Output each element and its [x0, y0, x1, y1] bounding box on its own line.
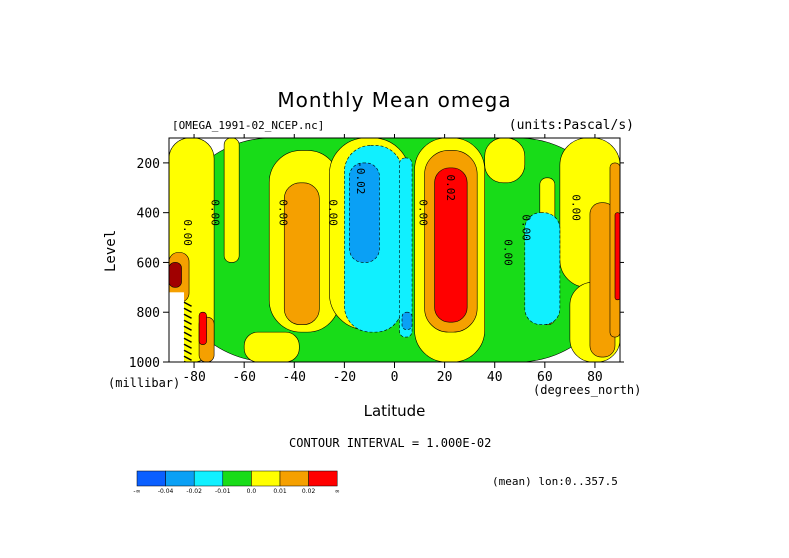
x-tick-label: 40 — [487, 370, 503, 385]
x-axis: -80 -60 -40 -20 0 20 40 60 80 — [182, 134, 603, 385]
contour-region-18 — [399, 157, 413, 338]
x-tick-label: -40 — [283, 370, 306, 385]
colorbar-label: 0.01 — [273, 488, 287, 495]
dense-contour-line — [183, 307, 192, 313]
contour-labels: 0.00 0.00 0.00 0.00 -0.02 0.00 0.02 0.00 0.00 0.0… — [181, 161, 582, 265]
colorbar-label: -0.01 — [215, 488, 231, 495]
contour-label: 0.00 — [569, 194, 582, 221]
contour-region-24 — [198, 311, 207, 345]
colorbar-label: -0.02 — [186, 488, 202, 495]
dense-contour-line — [183, 343, 192, 349]
mean-label: (mean) lon:0..357.5 — [492, 475, 618, 488]
colorbar-label: 0.02 — [302, 488, 316, 495]
contour-region-2 — [223, 138, 240, 263]
x-tick-label: 20 — [437, 370, 453, 385]
contour-label: 0.00 — [326, 199, 339, 226]
dense-contour-line — [183, 301, 192, 307]
dense-contour-line — [183, 325, 192, 331]
colorbar-swatch — [279, 470, 309, 487]
y-axis: 200 400 600 800 1000 — [129, 157, 624, 371]
contour-region-20 — [349, 162, 380, 263]
colorbar-swatch — [165, 470, 195, 487]
x-tick-label: -20 — [333, 370, 356, 385]
x-tick-label: -80 — [182, 370, 205, 385]
colorbar-swatch — [251, 470, 281, 487]
contour-label: 0.00 — [181, 219, 194, 246]
contour-region-11 — [283, 182, 320, 325]
dense-contour-line — [183, 313, 192, 319]
contour-label: 0.00 — [276, 199, 289, 226]
y-axis-unit: (millibar) — [108, 376, 181, 390]
contour-label: -0.02 — [354, 161, 367, 194]
colorbar-swatch — [136, 470, 166, 487]
colorbar-label: -∞ — [133, 488, 140, 495]
dense-contour-line — [183, 331, 192, 337]
units-label: (units:Pascal/s) — [508, 118, 634, 133]
x-tick-label: 0 — [391, 370, 399, 385]
contour-label: 0.02 — [444, 175, 457, 202]
contour-region-23 — [614, 212, 620, 301]
dense-contour-line — [183, 319, 192, 325]
x-tick-label: -60 — [232, 370, 255, 385]
y-tick-label: 1000 — [129, 356, 160, 371]
contour-region-25 — [169, 262, 182, 288]
y-tick-label: 200 — [137, 157, 160, 172]
contour-region-21 — [401, 311, 413, 330]
x-tick-label: 80 — [587, 370, 603, 385]
contour-regions — [169, 138, 620, 362]
colorbar-label: -0.04 — [158, 488, 174, 495]
colorbar-swatch — [308, 470, 338, 487]
dense-contour-line — [183, 337, 192, 343]
missing-region — [169, 292, 185, 362]
contour-label: 0.00 — [502, 239, 515, 266]
file-label: [OMEGA_1991-02_NCEP.nc] — [172, 119, 325, 132]
x-axis-label: Latitude — [363, 402, 426, 420]
x-axis-unit: (degrees_north) — [533, 383, 642, 397]
contour-region-19 — [524, 212, 561, 325]
dense-contour-line — [183, 355, 192, 361]
colorbar-swatch — [222, 470, 252, 487]
x-tick-label: 60 — [537, 370, 553, 385]
y-tick-label: 800 — [137, 306, 160, 321]
contour-label: 0.00 — [209, 199, 222, 226]
contour-label: 0.00 — [417, 199, 430, 226]
colorbar-label: ∞ — [335, 488, 340, 495]
dense-contour-line — [183, 349, 192, 355]
y-tick-label: 600 — [137, 256, 160, 271]
colorbar-swatch — [193, 470, 224, 487]
y-tick-label: 400 — [137, 207, 160, 222]
colorbar-label: 0.0 — [247, 488, 257, 495]
contour-interval: CONTOUR INTERVAL = 1.000E-02 — [289, 436, 492, 450]
chart-title: Monthly Mean omega — [277, 88, 512, 112]
contour-label: 0.00 — [519, 214, 532, 241]
contour-region-22 — [434, 167, 468, 323]
contour-region-7 — [484, 138, 526, 184]
